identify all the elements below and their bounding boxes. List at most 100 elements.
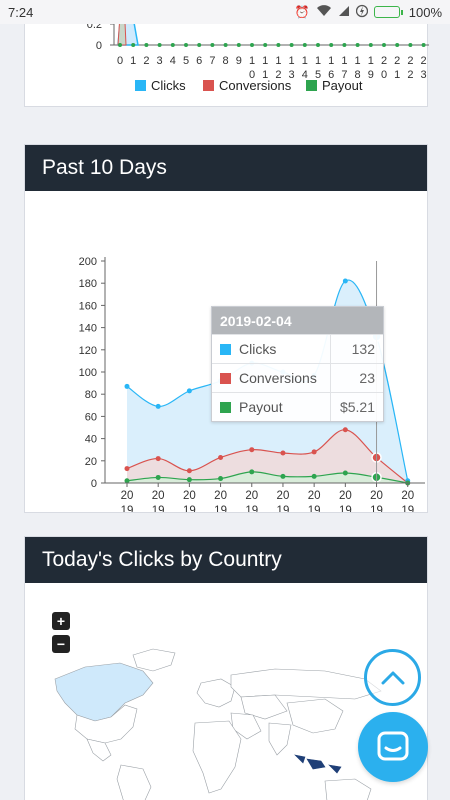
hourly-payout-point [408,43,413,47]
p10-area-conversions [127,429,408,483]
hourly-legend-label: Clicks [151,78,186,93]
hourly-x-tick: 2 [381,55,387,67]
hourly-x-tick-line2: 7 [341,69,347,81]
hourly-x-tick-line2: 9 [368,69,374,81]
hourly-payout-point [170,43,175,47]
hourly-payout-point [223,43,228,47]
hourly-x-tick: 1 [328,55,334,67]
country-clicks-title: Today's Clicks by Country [25,537,427,583]
map-region-china [286,698,344,734]
p10-point-conversions [155,456,161,462]
p10-y-tick-label: 180 [79,278,97,290]
p10-point-clicks [342,278,348,284]
hourly-x-tick-line2: 0 [381,69,387,81]
chat-icon [377,731,409,761]
chat-support-button[interactable] [358,712,428,782]
hourly-x-tick: 2 [394,55,400,67]
hourly-payout-point [316,43,320,47]
hourly-legend-swatch [306,80,317,91]
p10-line-conversions [126,429,409,484]
hourly-x-tick-line2: 2 [275,69,281,81]
p10-x-tick-label: 19 [183,505,196,512]
hourly-x-tick-line2: 2 [407,69,413,81]
p10-point-clicks [186,388,192,394]
p10-y-tick-label: 20 [85,456,97,468]
p10-point-conversions [342,427,348,433]
hourly-x-tick: 1 [262,55,268,67]
hourly-x-tick: 1 [315,55,321,67]
p10-line-payout [126,471,408,484]
p10-x-tick-label: 19 [308,505,321,512]
hourly-payout-point [118,43,122,47]
p10-y-tick-label: 120 [79,345,97,357]
hourly-x-tick: 9 [236,55,242,67]
hourly-payout-point [236,43,241,47]
p10-x-tick-label: 19 [152,505,165,512]
hourly-payout-point [289,43,294,47]
p10-x-tick-label: 20 [245,490,258,502]
status-bar: 7:24 ⏰ 100% [0,0,450,24]
p10-y-tick-label: 40 [85,434,97,446]
hourly-x-tick: 7 [209,55,215,67]
map-zoom-in-button[interactable]: + [52,612,70,630]
hourly-x-tick: 1 [355,55,361,67]
map-zoom-out-button[interactable]: − [52,635,70,653]
map-region-indonesia [294,754,342,774]
hourly-payout-point [131,43,136,47]
p10-point-payout [249,469,255,475]
hourly-payout-point [276,43,281,47]
hourly-payout-point [197,43,202,47]
p10-point-conversions [249,447,255,453]
tooltip-payout-value: $5.21 [339,399,375,415]
hourly-x-tick: 6 [196,55,202,67]
map-region-south-america [116,764,152,800]
hourly-x-tick-line2: 0 [249,69,255,81]
hourly-payout-point [395,43,400,47]
p10-x-tick-label: 20 [152,490,165,502]
hourly-x-tick: 3 [157,55,163,67]
tooltip-clicks-value: 132 [351,341,375,357]
charging-icon [355,4,368,21]
scroll-to-top-button[interactable] [364,649,421,706]
hourly-x-tick-line2: 5 [315,69,321,81]
p10-point-payout [311,473,317,479]
map-region-mexico [86,738,112,762]
conversions-swatch [220,372,231,384]
hourly-payout-point [184,43,188,47]
p10-point-conversions [311,449,317,455]
hourly-x-tick: 4 [170,55,176,67]
hourly-payout-point [302,43,307,47]
p10-point-payout [218,476,224,482]
p10-y-tick-label: 200 [79,256,97,268]
map-region-europe [196,678,236,708]
hourly-payout-point [210,43,215,47]
hourly-x-tick: 1 [275,55,281,67]
hourly-x-tick: 1 [289,55,295,67]
p10-y-tick-label: 160 [79,300,97,312]
p10-point-conversions [186,468,192,474]
hourly-payout-point [382,43,386,47]
p10-point-payout [280,473,286,479]
world-map[interactable] [25,583,429,800]
hourly-legend-swatch [203,80,214,91]
p10-y-tick-label: 100 [79,367,97,379]
hourly-x-tick: 1 [130,55,136,67]
hourly-x-tick: 1 [302,55,308,67]
chevron-up-icon [381,671,404,684]
p10-point-conversions [218,454,224,460]
hourly-payout-point [342,43,347,47]
hourly-x-tick-line2: 8 [355,69,361,81]
hourly-x-tick: 2 [421,55,427,67]
p10-point-conversions [124,466,130,472]
hourly-legend-label: Conversions [219,78,292,93]
p10-x-tick-label: 19 [245,505,258,512]
p10-x-tick-label: 19 [339,505,352,512]
p10-point-clicks [124,383,130,389]
map-region-india [268,722,292,756]
map-region-africa [192,720,242,794]
hourly-payout-point [157,43,162,47]
p10-x-tick-label: 20 [277,490,290,502]
hourly-payout-point [421,43,426,47]
tooltip-row-clicks: Clicks 132 [212,334,383,363]
